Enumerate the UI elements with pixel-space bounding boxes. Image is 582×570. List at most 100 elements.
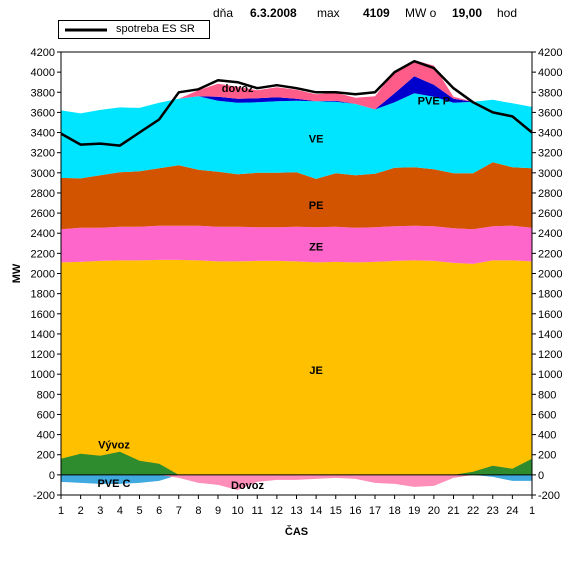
y-tick-label-left: 400	[37, 430, 55, 442]
area-dovoz-low	[61, 474, 532, 490]
y-tick-label-right: 4000	[538, 67, 562, 79]
y-tick-label-left: 1000	[31, 369, 55, 381]
y-tick-label-left: 2400	[31, 228, 55, 240]
x-tick-label: 18	[389, 505, 401, 517]
y-tick-label-left: 1200	[31, 349, 55, 361]
y-tick-label-left: 600	[37, 409, 55, 421]
y-tick-label-left: 2600	[31, 208, 55, 220]
y-tick-label-left: 2200	[31, 248, 55, 260]
date-value: 6.3.2008	[250, 6, 297, 20]
legend: spotreba ES SR	[58, 20, 210, 39]
max-value: 4109	[363, 6, 390, 20]
legend-label: spotreba ES SR	[116, 23, 195, 35]
series-label-dovoz: Dovoz	[231, 480, 265, 492]
x-tick-label: 1	[58, 505, 64, 517]
y-tick-label-left: 2000	[31, 269, 55, 281]
series-label-dovoz: dovoz	[222, 83, 254, 95]
y-tick-label-right: 400	[538, 430, 556, 442]
area-dovoz	[61, 60, 532, 114]
y-tick-label-left: 1800	[31, 289, 55, 301]
y-tick-label-left: 1400	[31, 329, 55, 341]
y-tick-label-left: 3200	[31, 148, 55, 160]
x-tick-label: 15	[330, 505, 342, 517]
y-tick-label-left: 0	[49, 470, 55, 482]
x-tick-label: 4	[117, 505, 123, 517]
area-je	[61, 259, 532, 475]
x-tick-label: 3	[97, 505, 103, 517]
y-tick-label-right: 2400	[538, 228, 562, 240]
x-tick-label: 8	[195, 505, 201, 517]
x-tick-label: 23	[487, 505, 499, 517]
y-tick-label-left: 3800	[31, 87, 55, 99]
x-tick-label: 7	[176, 505, 182, 517]
x-tick-label: 22	[467, 505, 479, 517]
y-tick-label-right: 1600	[538, 309, 562, 321]
mw-label: MW o	[405, 6, 437, 20]
legend-line-icon	[65, 28, 107, 32]
y-tick-label-right: 200	[538, 450, 556, 462]
y-tick-label-right: 2800	[538, 188, 562, 200]
x-tick-label: 11	[252, 505, 263, 517]
x-tick-label: 19	[408, 505, 420, 517]
y-tick-label-left: 800	[37, 389, 55, 401]
consumption-line	[60, 59, 533, 147]
series-label-pve-p: PVE P	[418, 95, 450, 107]
y-tick-label-right: 4200	[538, 47, 562, 59]
y-tick-label-left: 3400	[31, 128, 55, 140]
x-tick-label: 9	[215, 505, 221, 517]
y-tick-label-right: 3800	[538, 87, 562, 99]
y-tick-label-left: 4000	[31, 67, 55, 79]
y-tick-label-right: 800	[538, 389, 556, 401]
series-label-vývoz: Vývoz	[98, 440, 130, 452]
x-tick-label: 21	[447, 505, 459, 517]
y-tick-label-right: 3200	[538, 148, 562, 160]
y-tick-label-right: 1000	[538, 369, 562, 381]
area-ze	[61, 225, 532, 264]
y-axis-title: MW	[11, 263, 23, 283]
y-tick-label-left: 3000	[31, 168, 55, 180]
x-tick-label: 2	[78, 505, 84, 517]
x-tick-label: 1	[529, 505, 535, 517]
x-axis-title: ČAS	[285, 525, 308, 538]
x-tick-label: 14	[310, 505, 322, 517]
area-pve-p	[61, 76, 532, 114]
max-label: max	[317, 6, 340, 20]
area-pe	[61, 162, 532, 230]
y-tick-label-right: 2000	[538, 269, 562, 281]
y-tick-label-right: 1200	[538, 349, 562, 361]
x-tick-label: 13	[290, 505, 302, 517]
y-tick-label-right: 3000	[538, 168, 562, 180]
x-tick-label: 5	[136, 505, 142, 517]
day-label: dňa	[213, 6, 234, 20]
area-ve	[61, 93, 532, 179]
y-tick-label-left: 3600	[31, 107, 55, 119]
series-label-je: JE	[309, 365, 322, 377]
hour-value: 19,00	[452, 6, 483, 20]
y-tick-label-right: 1400	[538, 329, 562, 341]
x-tick-label: 6	[156, 505, 162, 517]
y-tick-label-right: 3400	[538, 128, 562, 140]
series-label-pe: PE	[309, 200, 324, 212]
area-vývoz-low	[61, 451, 532, 475]
x-tick-label: 17	[369, 505, 381, 517]
x-tick-label: 24	[506, 505, 518, 517]
y-tick-label-right: 1800	[538, 289, 562, 301]
y-tick-label-left: 1600	[31, 309, 55, 321]
y-tick-label-right: -200	[538, 490, 560, 502]
area-pve-c-low	[61, 474, 532, 484]
y-tick-label-right: 3600	[538, 107, 562, 119]
y-tick-label-left: 200	[37, 450, 55, 462]
x-tick-label: 10	[232, 505, 244, 517]
x-tick-label: 12	[271, 505, 283, 517]
y-tick-label-left: 4200	[31, 47, 55, 59]
x-tick-label: 16	[349, 505, 361, 517]
series-label-pve-c: PVE C	[97, 478, 130, 490]
series-label-ze: ZE	[309, 241, 323, 253]
x-tick-label: 20	[428, 505, 440, 517]
y-tick-label-right: 2200	[538, 248, 562, 260]
series-label-ve: VE	[309, 134, 324, 146]
y-tick-label-right: 0	[538, 470, 544, 482]
y-tick-label-right: 600	[538, 409, 556, 421]
